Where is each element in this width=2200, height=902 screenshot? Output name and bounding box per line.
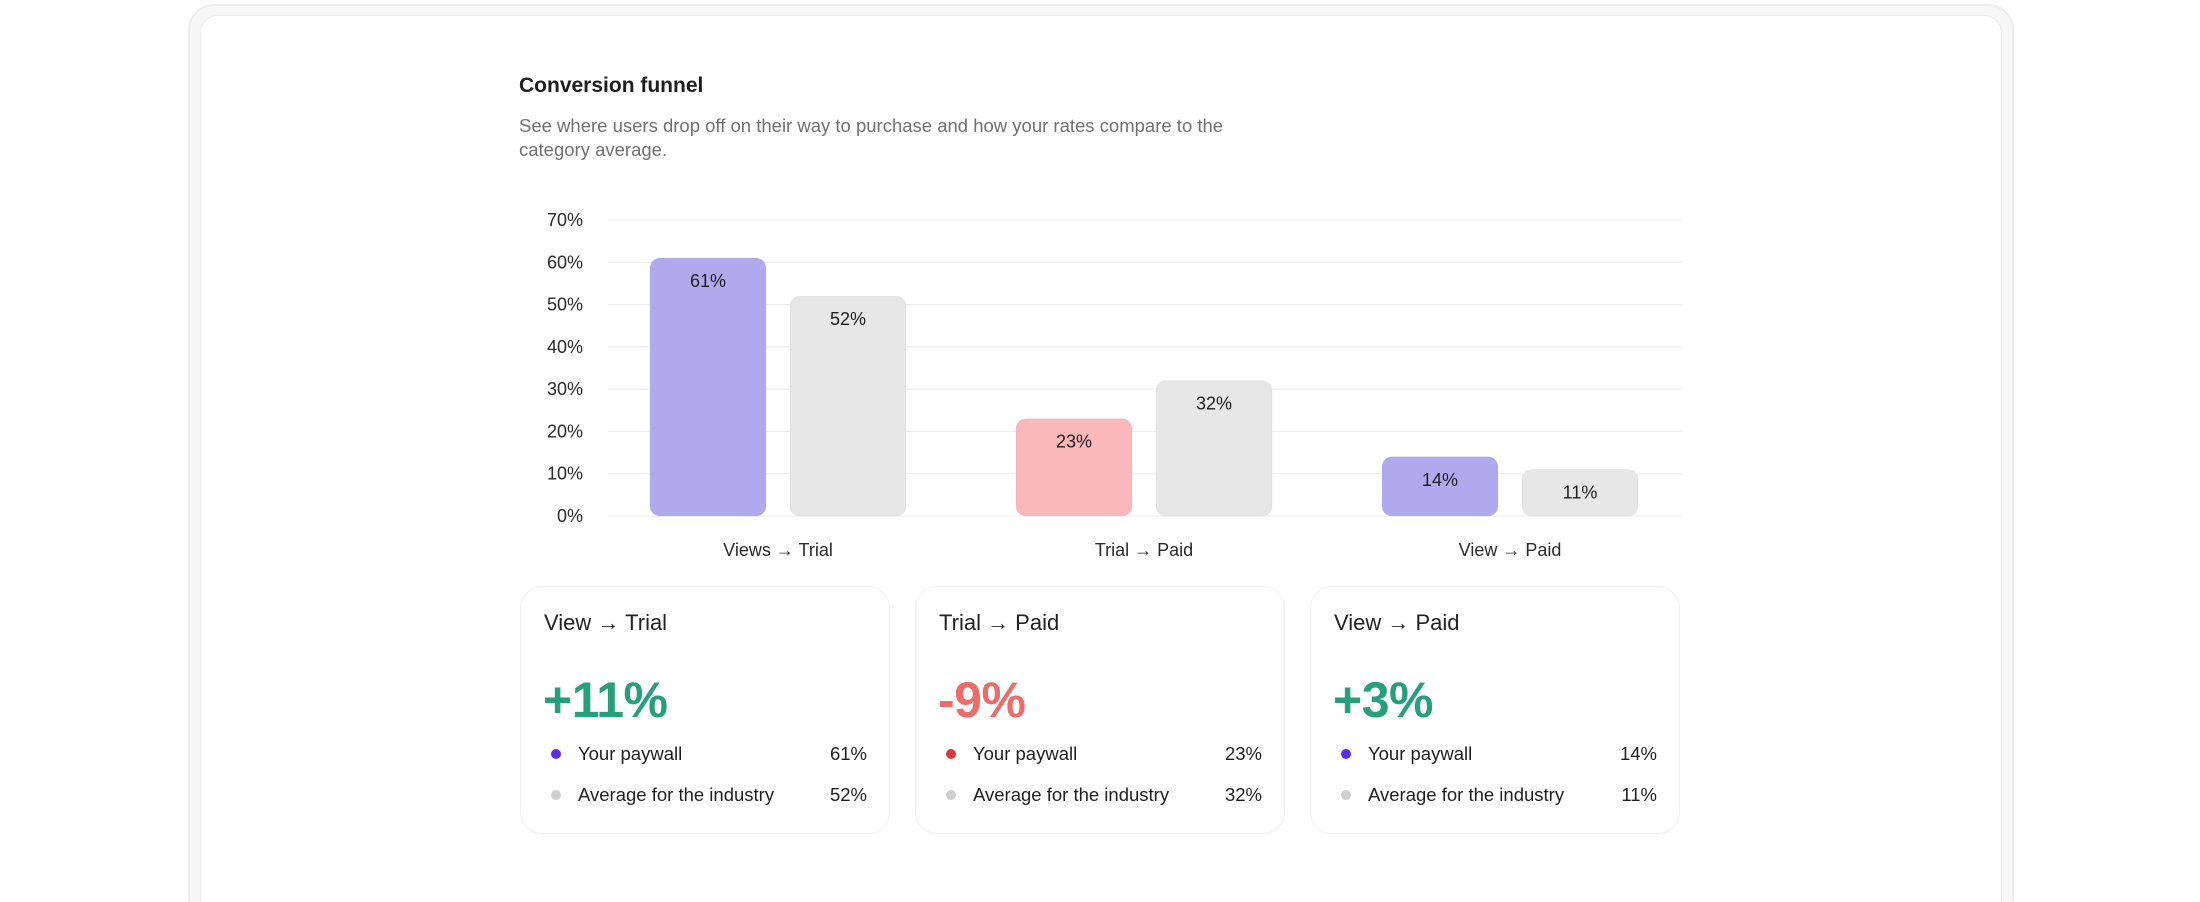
legend-row-your-paywall: Your paywall 23% (938, 741, 1262, 767)
bar-value-label: 32% (1196, 394, 1232, 414)
y-tick-label: 30% (547, 379, 583, 399)
legend-row-industry-average: Average for the industry 11% (1333, 782, 1657, 808)
x-category-label: Views → Trial (723, 540, 833, 560)
bar (1521, 468, 1639, 517)
y-tick-label: 10% (547, 464, 583, 484)
y-tick-label: 50% (547, 295, 583, 315)
chart-subtitle: See where users drop off on their way to… (519, 115, 1224, 160)
dot-icon (946, 749, 956, 759)
legend-value: 23% (1224, 743, 1262, 764)
dot-icon (946, 790, 956, 800)
legend-name: Your paywall (578, 743, 683, 764)
card-title: View → Paid (1334, 610, 1460, 635)
legend-value: 61% (829, 743, 867, 764)
legend-name: Average for the industry (1368, 784, 1565, 805)
bar-value-label: 11% (1563, 482, 1598, 502)
bar (1381, 456, 1499, 517)
bar (1155, 380, 1273, 517)
legend-value: 11% (1621, 784, 1657, 805)
conversion-bar-chart: 0% 10% 20% 30% 40% 50% 60% 70% 61% 52% Views → Tri… (547, 210, 1682, 560)
dot-icon (1341, 749, 1351, 759)
bar (789, 295, 907, 517)
bar-value-label: 23% (1056, 432, 1092, 452)
bar-value-label: 61% (690, 271, 726, 291)
bar-value-label: 14% (1422, 470, 1458, 490)
dot-icon (1341, 790, 1351, 800)
y-tick-label: 20% (547, 421, 583, 441)
y-tick-label: 70% (547, 210, 583, 230)
legend-row-your-paywall: Your paywall 14% (1333, 741, 1657, 767)
card-delta: +3% (1333, 672, 1433, 728)
y-tick-label: 0% (557, 506, 583, 526)
legend-row-industry-average: Average for the industry 52% (543, 782, 867, 808)
dot-icon (551, 790, 561, 800)
card-title: Trial → Paid (939, 610, 1060, 635)
dot-icon (551, 749, 561, 759)
card-trial-to-paid: Trial → Paid -9% Your paywall 23% Averag… (915, 586, 1285, 834)
y-tick-label: 40% (547, 337, 583, 357)
x-category-label: View → Paid (1459, 540, 1562, 560)
legend-value: 32% (1224, 784, 1262, 805)
card-delta: -9% (938, 672, 1026, 728)
bar (1015, 418, 1133, 517)
legend-name: Average for the industry (578, 784, 775, 805)
chart-title: Conversion funnel (519, 74, 704, 97)
card-title: View → Trial (544, 610, 668, 635)
card-view-to-paid: View → Paid +3% Your paywall 14% Average… (1310, 586, 1680, 834)
bar (649, 257, 767, 517)
legend-row-industry-average: Average for the industry 32% (938, 782, 1262, 808)
comparison-cards: View → Trial +11% Your paywall 61% Avera… (520, 586, 1680, 834)
y-tick-label: 60% (547, 252, 583, 272)
legend-name: Your paywall (1368, 743, 1473, 764)
legend-value: 52% (829, 784, 867, 805)
x-category-label: Trial → Paid (1095, 540, 1193, 560)
legend-name: Average for the industry (973, 784, 1170, 805)
bar-value-label: 52% (830, 309, 866, 329)
legend-row-your-paywall: Your paywall 61% (543, 741, 867, 767)
legend-name: Your paywall (973, 743, 1078, 764)
legend-value: 14% (1619, 743, 1657, 764)
card-view-to-trial: View → Trial +11% Your paywall 61% Avera… (520, 586, 890, 834)
card-delta: +11% (543, 672, 668, 728)
